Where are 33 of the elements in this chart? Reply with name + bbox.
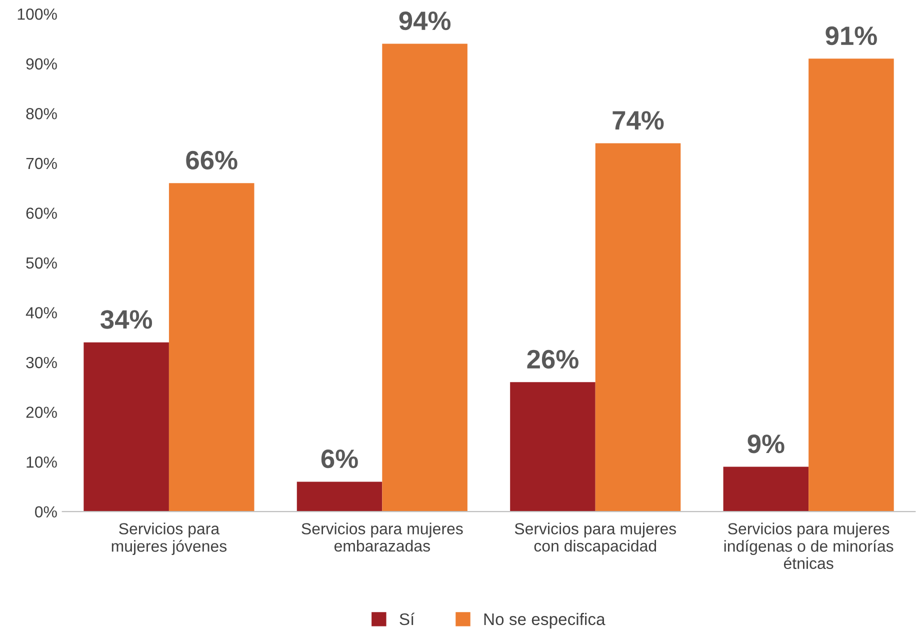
data-label: 34% <box>100 310 152 329</box>
bar <box>595 143 681 512</box>
y-tick-label: 10% <box>26 456 57 468</box>
x-tick-label: Servicios para mujeres embarazadas <box>302 522 463 552</box>
y-tick-label: 40% <box>26 307 57 318</box>
bar <box>808 58 894 512</box>
data-label: 9% <box>748 434 784 454</box>
data-label: 66% <box>186 150 238 170</box>
legend-label: Sí <box>400 612 415 626</box>
data-label: 6% <box>321 449 358 468</box>
y-tick-label: 90% <box>26 58 57 70</box>
y-tick-label: 50% <box>26 257 57 269</box>
x-tick-label: Servicios para mujeres con discapacidad <box>514 522 676 555</box>
y-tick-label: 100% <box>18 8 57 20</box>
legend-label: No se especifica <box>484 612 606 628</box>
bar <box>168 183 254 512</box>
data-label: 91% <box>826 26 877 46</box>
x-tick-label: Servicios para mujeres jóvenes <box>112 522 227 555</box>
data-label: 26% <box>527 350 578 369</box>
y-tick-label: 0% <box>35 506 57 518</box>
bar <box>84 342 169 512</box>
bar <box>296 482 382 512</box>
x-tick-label: Servicios para mujeres indígenas o de minorías étnicas <box>724 522 894 570</box>
bar <box>723 466 809 512</box>
bar <box>510 382 596 512</box>
y-tick-label: 80% <box>26 108 57 120</box>
y-tick-label: 20% <box>26 406 57 418</box>
y-tick-label: 60% <box>26 208 57 219</box>
data-label: 74% <box>612 111 664 130</box>
bar <box>382 44 468 512</box>
y-tick-label: 30% <box>26 356 57 368</box>
data-label: 94% <box>399 11 451 30</box>
y-tick-label: 70% <box>26 158 57 170</box>
